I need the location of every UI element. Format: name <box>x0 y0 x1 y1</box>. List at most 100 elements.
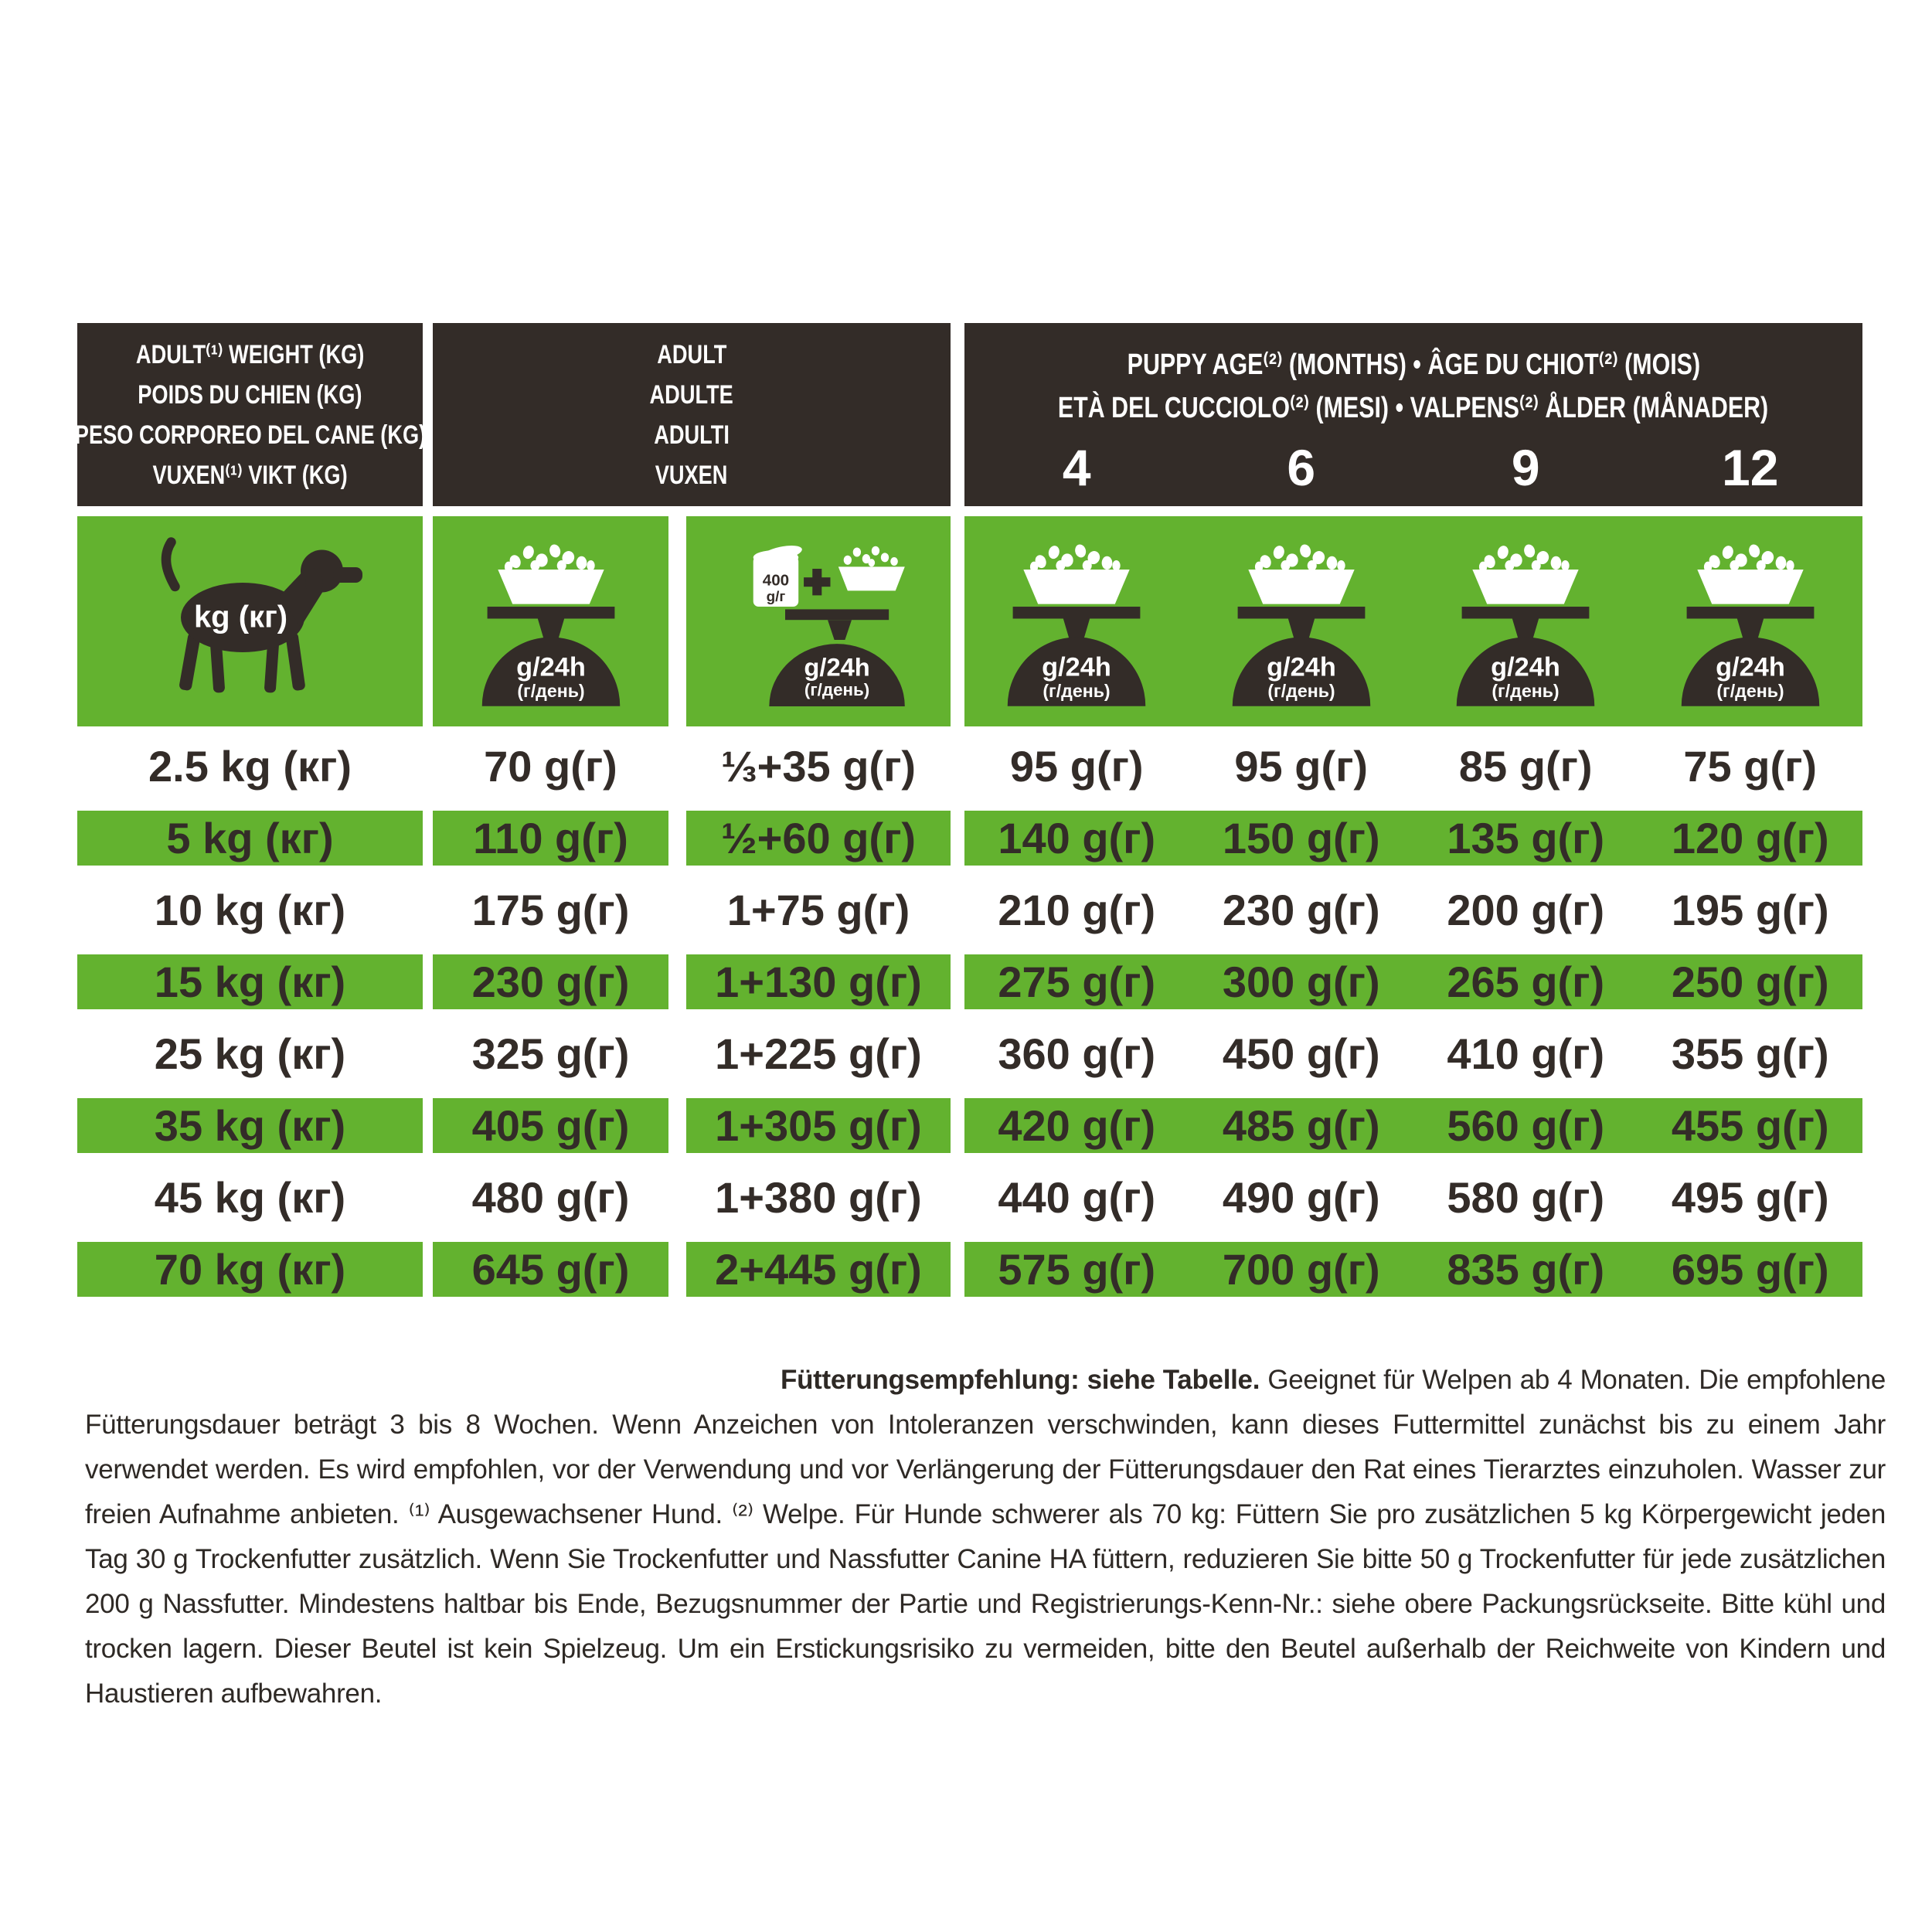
adult-mix-value: 1+75 g(г) <box>726 886 910 934</box>
can-grams-label: 400 <box>763 571 789 589</box>
icon-cell-adult-dry <box>433 516 668 726</box>
table-row: 25 kg (кг) 325 g(г) 1+225 g(г) 360 g(г) … <box>77 1018 1862 1090</box>
dry-food-scale-icon <box>1681 543 1820 706</box>
header-line: PESO CORPOREO DEL CANE (KG) <box>74 420 426 450</box>
adult-mix-value: 2+445 g(г) <box>715 1245 922 1294</box>
puppy-9m-cell: 85 g(г) <box>1413 739 1638 794</box>
puppy-cells: 575 g(г) 700 g(г) 835 g(г) 695 g(г) <box>964 1242 1862 1297</box>
adult-dry-value: 480 g(г) <box>471 1173 630 1222</box>
scale-gday-label: (г/день) <box>804 680 869 699</box>
puppy-6m-cell: 150 g(г) <box>1189 811 1414 866</box>
feeding-notes-paragraph: Fütterungsempfehlung: siehe Tabelle. Gee… <box>85 1358 1886 1716</box>
table-row: 70 kg (кг) 645 g(г) 2+445 g(г) 575 g(г) … <box>77 1233 1862 1305</box>
puppy-value: 75 g(г) <box>1683 742 1818 791</box>
puppy-9m-cell: 135 g(г) <box>1413 811 1638 866</box>
adult-dry-cell: 645 g(г) <box>433 1242 668 1297</box>
adult-mix-cell: 1+75 g(г) <box>686 883 951 937</box>
adult-dry-value: 325 g(г) <box>471 1029 630 1078</box>
scale-g24h-label: g/24h <box>804 652 869 681</box>
adult-mix-cell: 1+225 g(г) <box>686 1026 951 1081</box>
header-adult-weight: ADULT⁽¹⁾ WEIGHT (KG) POIDS DU CHIEN (KG)… <box>74 323 426 506</box>
puppy-value: 440 g(г) <box>998 1173 1156 1222</box>
table-row: 10 kg (кг) 175 g(г) 1+75 g(г) 210 g(г) 2… <box>77 874 1862 946</box>
puppy-6m-cell: 300 g(г) <box>1189 954 1414 1009</box>
adult-dry-cell: 110 g(г) <box>433 811 668 866</box>
adult-mix-cell: 2+445 g(г) <box>686 1242 951 1297</box>
puppy-value: 455 g(г) <box>1671 1101 1829 1150</box>
adult-mix-cell: 1+380 g(г) <box>686 1170 951 1225</box>
puppy-value: 275 g(г) <box>998 957 1156 1006</box>
adult-mix-value: 1+305 g(г) <box>715 1101 922 1150</box>
adult-dry-cell: 405 g(г) <box>433 1098 668 1153</box>
puppy-4m-cell: 575 g(г) <box>964 1242 1189 1297</box>
weight-cell: 5 kg (кг) <box>77 811 423 866</box>
puppy-4m-cell: 95 g(г) <box>964 739 1189 794</box>
puppy-value: 450 g(г) <box>1222 1029 1380 1078</box>
adult-mix-cell: 1+305 g(г) <box>686 1098 951 1153</box>
puppy-cells: 360 g(г) 450 g(г) 410 g(г) 355 g(г) <box>964 1026 1862 1081</box>
puppy-9m-cell: 560 g(г) <box>1413 1098 1638 1153</box>
puppy-value: 95 g(г) <box>1009 742 1144 791</box>
feeding-notes-lead: Fütterungsempfehlung: siehe Tabelle. <box>781 1365 1260 1395</box>
dry-food-scale-icon <box>1232 543 1371 706</box>
weight-value: 10 kg (кг) <box>154 886 346 934</box>
weight-value: 15 kg (кг) <box>154 957 346 1006</box>
puppy-value: 695 g(г) <box>1671 1245 1829 1294</box>
puppy-cells: 210 g(г) 230 g(г) 200 g(г) 195 g(г) <box>964 883 1862 937</box>
adult-dry-cell: 175 g(г) <box>433 883 668 937</box>
table-row: 35 kg (кг) 405 g(г) 1+305 g(г) 420 g(г) … <box>77 1090 1862 1162</box>
puppy-4m-cell: 420 g(г) <box>964 1098 1189 1153</box>
puppy-value: 580 g(г) <box>1447 1173 1605 1222</box>
dry-food-scale-icon <box>481 543 620 706</box>
adult-dry-value: 110 g(г) <box>473 814 628 862</box>
puppy-icon-6-months <box>1189 540 1414 706</box>
puppy-value: 575 g(г) <box>998 1245 1156 1294</box>
weight-cell: 15 kg (кг) <box>77 954 423 1009</box>
puppy-12m-cell: 455 g(г) <box>1638 1098 1863 1153</box>
puppy-value: 140 g(г) <box>998 814 1156 862</box>
header-line: ETÀ DEL CUCCIOLO⁽²⁾ (MESI) • VALPENS⁽²⁾ … <box>1058 392 1769 424</box>
puppy-value: 230 g(г) <box>1222 886 1380 934</box>
puppy-value: 355 g(г) <box>1671 1029 1829 1078</box>
adult-mix-value: 1+380 g(г) <box>715 1173 922 1222</box>
wet-can-icon: 400 g/г <box>753 546 802 607</box>
weight-value: 45 kg (кг) <box>154 1173 346 1222</box>
puppy-value: 835 g(г) <box>1447 1245 1605 1294</box>
adult-mix-cell: 1+130 g(г) <box>686 954 951 1009</box>
table-row: 5 kg (кг) 110 g(г) ½+60 g(г) 140 g(г) 15… <box>77 802 1862 874</box>
adult-mix-value: ½+60 g(г) <box>720 814 917 862</box>
puppy-9m-cell: 835 g(г) <box>1413 1242 1638 1297</box>
adult-mix-value: 1+130 g(г) <box>715 957 922 1006</box>
weight-value: 35 kg (кг) <box>154 1101 346 1150</box>
weight-cell: 70 kg (кг) <box>77 1242 423 1297</box>
header-line: POIDS DU CHIEN (KG) <box>138 379 362 410</box>
puppy-value: 210 g(г) <box>998 886 1156 934</box>
puppy-9m-cell: 200 g(г) <box>1413 883 1638 937</box>
adult-mix-value: 1+225 g(г) <box>715 1029 922 1078</box>
dry-food-scale-icon <box>1007 543 1146 706</box>
puppy-cells: 95 g(г) 95 g(г) 85 g(г) 75 g(г) <box>964 739 1862 794</box>
kibble-bowl-icon <box>838 546 905 591</box>
table-row: 2.5 kg (кг) 70 g(г) ⅓+35 g(г) 95 g(г) 95… <box>77 730 1862 802</box>
header-line: VUXEN <box>655 460 728 490</box>
plus-icon <box>804 568 831 596</box>
adult-mix-value: ⅓+35 g(г) <box>720 742 917 791</box>
puppy-age-4: 4 <box>1062 439 1091 496</box>
puppy-age-12: 12 <box>1722 439 1779 496</box>
can-unit-label: g/г <box>767 589 786 605</box>
puppy-6m-cell: 230 g(г) <box>1189 883 1414 937</box>
icon-cell-puppy <box>964 516 1862 726</box>
puppy-12m-cell: 75 g(г) <box>1638 739 1863 794</box>
puppy-4m-cell: 140 g(г) <box>964 811 1189 866</box>
puppy-value: 200 g(г) <box>1447 886 1605 934</box>
header-line: ADULTI <box>654 420 730 450</box>
adult-dry-cell: 70 g(г) <box>433 739 668 794</box>
puppy-value: 300 g(г) <box>1222 957 1380 1006</box>
puppy-6m-cell: 700 g(г) <box>1189 1242 1414 1297</box>
puppy-12m-cell: 695 g(г) <box>1638 1242 1863 1297</box>
weight-value: 25 kg (кг) <box>154 1029 346 1078</box>
dog-icon: kg (кг) <box>161 537 362 693</box>
puppy-icon-row <box>964 516 1862 706</box>
header-adult: ADULT ADULTE ADULTI VUXEN <box>433 323 951 506</box>
